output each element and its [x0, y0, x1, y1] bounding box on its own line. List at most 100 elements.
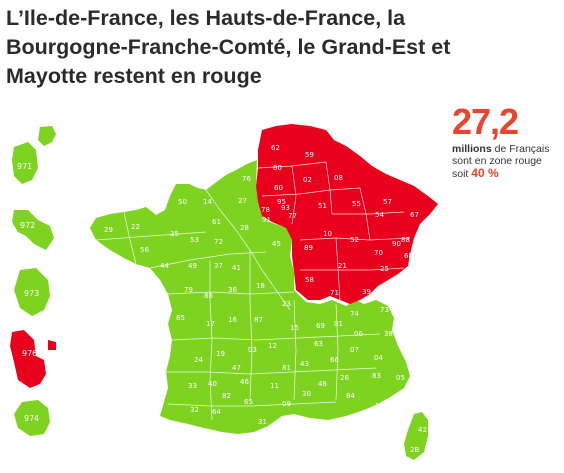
- dept-label: 81: [282, 364, 291, 372]
- dept-label: 82: [222, 392, 231, 400]
- dept-label: 50: [178, 198, 187, 206]
- dept-label: 03: [248, 346, 257, 354]
- stat-line-2: sont en zone rouge: [452, 155, 542, 167]
- dept-label: 21: [338, 262, 347, 270]
- headline-line-2: Bourgogne-Franche-Comté, le Grand-Est et: [6, 35, 451, 59]
- dept-label: 27: [238, 197, 247, 205]
- dept-label: 66: [330, 356, 339, 364]
- dept-label: 12: [268, 342, 277, 350]
- dept-label: 47: [232, 364, 241, 372]
- dept-label: 46: [240, 378, 249, 386]
- department-labels: 62 59 80 02 08 60 95 78 91 77 93 51 55 5…: [104, 144, 427, 454]
- france-map: 62 59 80 02 08 60 95 78 91 77 93 51 55 5…: [10, 124, 438, 460]
- dept-label: 34: [286, 418, 295, 426]
- dept-label: 76: [242, 175, 251, 183]
- dept-label: 84: [346, 392, 355, 400]
- dept-label: 07: [350, 346, 359, 354]
- stat-percent: 40 %: [471, 166, 499, 180]
- headline: L’Ile-de-France, les Hauts-de-France, la…: [6, 4, 558, 91]
- dept-label: 17: [206, 320, 215, 328]
- dept-label: 68: [404, 252, 413, 260]
- dept-label: 87: [254, 316, 263, 324]
- dept-label: 77: [288, 212, 297, 220]
- overseas-territories: [10, 126, 56, 436]
- dept-label: 41: [232, 264, 241, 272]
- dept-label: 45: [272, 240, 281, 248]
- dept-label: 55: [352, 200, 361, 208]
- dept-label: 61: [212, 218, 221, 226]
- dept-label: 15: [290, 324, 299, 332]
- dept-label: 44: [160, 262, 169, 270]
- dept-label: 31: [258, 418, 267, 426]
- stat-soit: soit: [452, 168, 472, 180]
- dept-label: 38: [384, 330, 393, 338]
- dept-label: 18: [256, 282, 265, 290]
- dept-label: 13: [375, 402, 384, 410]
- dept-label: 51: [318, 202, 327, 210]
- dept-label: 80: [273, 164, 282, 172]
- overseas-976: [10, 330, 56, 388]
- dept-label: 11: [270, 382, 279, 390]
- overseas-972: [12, 210, 54, 250]
- dept-label: 25: [380, 265, 389, 273]
- dept-label: 04: [374, 354, 383, 362]
- dept-label: 58: [305, 276, 314, 284]
- dept-label: 67: [410, 211, 419, 219]
- overseas-971: [12, 126, 56, 184]
- stat-big-number: 27,2: [452, 101, 519, 142]
- dept-label: 56: [140, 246, 149, 254]
- dept-label: 73: [380, 306, 389, 314]
- dept-label: 72: [214, 238, 223, 246]
- overseas-label-976: 976: [22, 349, 37, 358]
- dept-label: 79: [184, 286, 193, 294]
- overseas-labels: 971 972 973 976 974: [17, 162, 39, 423]
- dept-label: 28: [240, 224, 249, 232]
- corsica: [404, 412, 428, 460]
- dept-label: 14: [203, 198, 212, 206]
- overseas-label-972: 972: [20, 221, 35, 230]
- dept-label: 06: [354, 330, 363, 338]
- dept-label: 35: [170, 230, 179, 238]
- dept-label: 30: [302, 390, 311, 398]
- headline-line-1: L’Ile-de-France, les Hauts-de-France, la: [6, 6, 406, 30]
- dept-label: 29: [104, 226, 113, 234]
- dept-label: 54: [375, 211, 384, 219]
- dept-label: 83: [372, 372, 381, 380]
- stat-millions: millions: [452, 143, 492, 155]
- dept-label: 88: [401, 236, 410, 244]
- dept-label: 95: [277, 198, 286, 206]
- dept-label: 74: [350, 310, 359, 318]
- stat-line-3: soit 40 %: [452, 167, 564, 180]
- overseas-label-971: 971: [17, 162, 32, 171]
- dept-label: 90: [392, 240, 401, 248]
- dept-label: 32: [190, 406, 199, 414]
- dept-label: 63: [314, 340, 323, 348]
- dept-label: 02: [303, 176, 312, 184]
- dept-label: 36: [228, 286, 237, 294]
- dept-label: 64: [212, 408, 221, 416]
- stat-line-1: millions de Français: [452, 143, 564, 155]
- dept-label: 71: [330, 289, 339, 297]
- dept-label: 37: [214, 262, 223, 270]
- dept-label: 26: [340, 374, 349, 382]
- dept-label: 62: [271, 144, 280, 152]
- dept-label: 93: [281, 204, 290, 212]
- dept-label: 01: [334, 320, 343, 328]
- dept-label: 78: [261, 206, 270, 214]
- dept-label: 49: [188, 262, 197, 270]
- dept-label: 89: [304, 244, 313, 252]
- dept-label: 69: [316, 322, 325, 330]
- dept-label: 10: [323, 230, 332, 238]
- dept-label: 59: [305, 151, 314, 159]
- dept-label: 48: [318, 380, 327, 388]
- dept-label: 57: [383, 198, 392, 206]
- dept-label: 16: [228, 316, 237, 324]
- dept-label: 52: [350, 236, 359, 244]
- dept-label: 33: [188, 382, 197, 390]
- dept-label: 24: [194, 356, 203, 364]
- dept-label: 39: [362, 288, 371, 296]
- overseas-label-974: 974: [24, 414, 39, 423]
- headline-line-3: Mayotte restent en rouge: [6, 64, 262, 88]
- dept-label: 43: [300, 360, 309, 368]
- dept-label: 86: [204, 292, 213, 300]
